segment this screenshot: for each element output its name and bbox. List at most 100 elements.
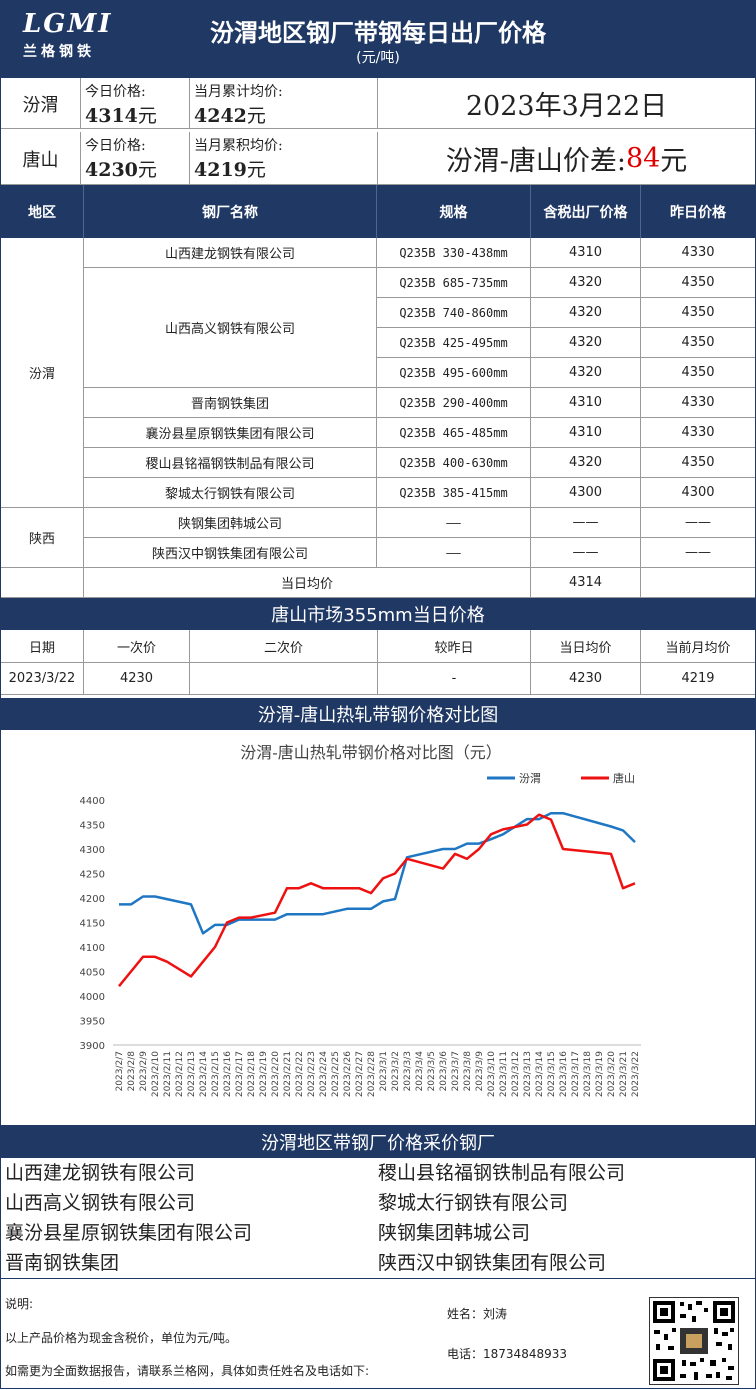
x-tick-label: 2023/2/26: [343, 1051, 353, 1097]
ts-cell-avg: 4230: [531, 663, 641, 695]
qr-code-graphic: [653, 1301, 735, 1381]
header-spec: 规格: [377, 185, 531, 238]
x-tick-label: 2023/3/11: [499, 1051, 509, 1097]
month-avg-label: 当月累计均价:: [194, 84, 283, 100]
prev-cell: ——: [641, 538, 755, 568]
contact-phone: 电话：18734848933: [447, 1345, 567, 1362]
ts-header-second: 二次价: [190, 630, 378, 663]
y-tick-label: 3950: [80, 1017, 105, 1028]
report-date: 2023年3月22日: [465, 91, 668, 122]
yuan-unit: 元: [246, 159, 266, 181]
mill-cell: 山西高义钢铁有限公司: [84, 268, 377, 388]
table-header: 地区 钢厂名称 规格 含税出厂价格 昨日价格: [1, 185, 755, 238]
mill-cell: 陕钢集团韩城公司: [84, 508, 377, 538]
price-cell: 4310: [531, 418, 641, 448]
y-tick-label: 4050: [80, 968, 105, 979]
price-cell: 4320: [531, 328, 641, 358]
x-tick-label: 2023/2/11: [163, 1051, 173, 1097]
price-diff: 汾渭-唐山价差: 84 元: [378, 132, 755, 185]
price-cell: ——: [531, 538, 641, 568]
contact-name: 姓名：刘涛: [447, 1305, 507, 1322]
prev-cell: 4330: [641, 238, 755, 268]
today-price-label: 今日价格:: [85, 84, 146, 100]
month-avg-value: 4242: [194, 105, 247, 127]
chart-section-title: 汾渭-唐山热轧带钢价格对比图: [1, 698, 755, 730]
x-tick-label: 2023/2/15: [211, 1051, 221, 1097]
contact-name-label: 姓名：: [447, 1307, 484, 1321]
month-avg-cell: 当月累计均价: 4242元: [190, 78, 378, 129]
lgmi-logo: LGMI 兰格钢铁: [23, 9, 113, 69]
x-tick-label: 2023/2/9: [139, 1051, 149, 1092]
header-banner: LGMI 兰格钢铁 汾渭地区钢厂带钢每日出厂价格 (元/吨): [1, 1, 755, 78]
x-tick-label: 2023/3/1: [379, 1051, 389, 1091]
avg-empty-cell: [641, 568, 755, 598]
x-tick-label: 2023/3/2: [391, 1051, 401, 1091]
mill-cell: 稷山县铭福钢铁制品有限公司: [84, 448, 377, 478]
x-tick-label: 2023/3/3: [403, 1051, 413, 1091]
price-cell: 4320: [531, 358, 641, 388]
spec-cell: Q235B 685-735mm: [377, 268, 531, 298]
x-tick-label: 2023/2/18: [247, 1051, 257, 1097]
contact-phone-value: 18734848933: [483, 1347, 567, 1361]
company-item: 晋南钢铁集团: [5, 1252, 120, 1274]
header-mill: 钢厂名称: [84, 185, 377, 238]
spec-cell: Q235B 290-400mm: [377, 388, 531, 418]
mill-cell: 襄汾县星原钢铁集团有限公司: [84, 418, 377, 448]
x-tick-label: 2023/2/25: [331, 1051, 341, 1097]
region-cell-empty: [1, 568, 84, 598]
x-tick-label: 2023/3/16: [559, 1051, 569, 1097]
region-label: 唐山: [1, 132, 81, 185]
region-label: 汾渭: [1, 78, 81, 129]
ts-header-avg: 当日均价: [531, 630, 641, 663]
mill-cell: 黎城太行钢铁有限公司: [84, 478, 377, 508]
x-tick-label: 2023/3/17: [571, 1051, 581, 1097]
x-tick-label: 2023/2/24: [319, 1051, 329, 1097]
x-tick-label: 2023/2/17: [235, 1051, 245, 1097]
logo-text: LGMI: [23, 9, 113, 39]
today-price-cell: 今日价格: 4230元: [81, 132, 190, 185]
x-tick-label: 2023/3/4: [415, 1051, 425, 1092]
contact-phone-label: 电话：: [447, 1347, 484, 1361]
x-tick-label: 2023/3/10: [487, 1051, 497, 1097]
notes-line2: 如需更为全面数据报告，请联系兰格网，具体如责任姓名及电话如下:: [5, 1364, 370, 1378]
spec-cell: Q235B 740-860mm: [377, 298, 531, 328]
company-item: 山西建龙钢铁有限公司: [5, 1162, 196, 1184]
ts-cell-month: 4219: [641, 663, 755, 695]
x-tick-label: 2023/2/14: [199, 1051, 209, 1097]
today-price-cell: 今日价格: 4314元: [81, 78, 190, 129]
prev-cell: ——: [641, 508, 755, 538]
price-diff-label: 汾渭-唐山价差:: [445, 146, 626, 177]
x-tick-label: 2023/2/20: [271, 1051, 281, 1097]
price-cell: 4310: [531, 388, 641, 418]
ts-cell-second: [190, 663, 378, 695]
spec-cell: ——: [377, 508, 531, 538]
ts-cell-first: 4230: [84, 663, 190, 695]
today-price-value: 4314: [85, 105, 138, 127]
x-tick-label: 2023/2/23: [307, 1051, 317, 1097]
company-item: 陕钢集团韩城公司: [378, 1222, 531, 1244]
logo-subtitle: 兰格钢铁: [23, 44, 95, 60]
x-tick-label: 2023/3/20: [607, 1051, 617, 1097]
price-cell: 4320: [531, 268, 641, 298]
ts-header-date: 日期: [1, 630, 84, 663]
x-tick-label: 2023/3/8: [463, 1051, 473, 1092]
y-tick-label: 4300: [80, 845, 105, 856]
prev-cell: 4350: [641, 268, 755, 298]
x-tick-label: 2023/2/12: [175, 1051, 185, 1097]
x-tick-label: 2023/3/5: [427, 1051, 437, 1091]
legend-label: 汾渭: [519, 772, 541, 785]
chart-svg: 汾渭-唐山热轧带钢价格对比图（元） 3900 3950 4000 4050 4100 415…: [80, 743, 641, 1097]
x-tick-label: 2023/2/22: [295, 1051, 305, 1097]
summary-tangshan: 唐山 今日价格: 4230元 当月累积均价: 4219元 汾渭-唐山价差: 84 元: [1, 132, 755, 185]
spec-cell: Q235B 385-415mm: [377, 478, 531, 508]
x-tick-label: 2023/3/22: [631, 1051, 641, 1097]
notes-label: 说明:: [5, 1297, 34, 1311]
chart-title: 汾渭-唐山热轧带钢价格对比图（元）: [240, 743, 501, 762]
x-tick-label: 2023/2/27: [355, 1051, 365, 1097]
price-cell: 4320: [531, 448, 641, 478]
company-item: 陕西汉中钢铁集团有限公司: [378, 1252, 607, 1274]
ts-cell-change: -: [378, 663, 531, 695]
x-tick-label: 2023/3/7: [451, 1051, 461, 1091]
y-tick-label: 4000: [80, 992, 105, 1003]
